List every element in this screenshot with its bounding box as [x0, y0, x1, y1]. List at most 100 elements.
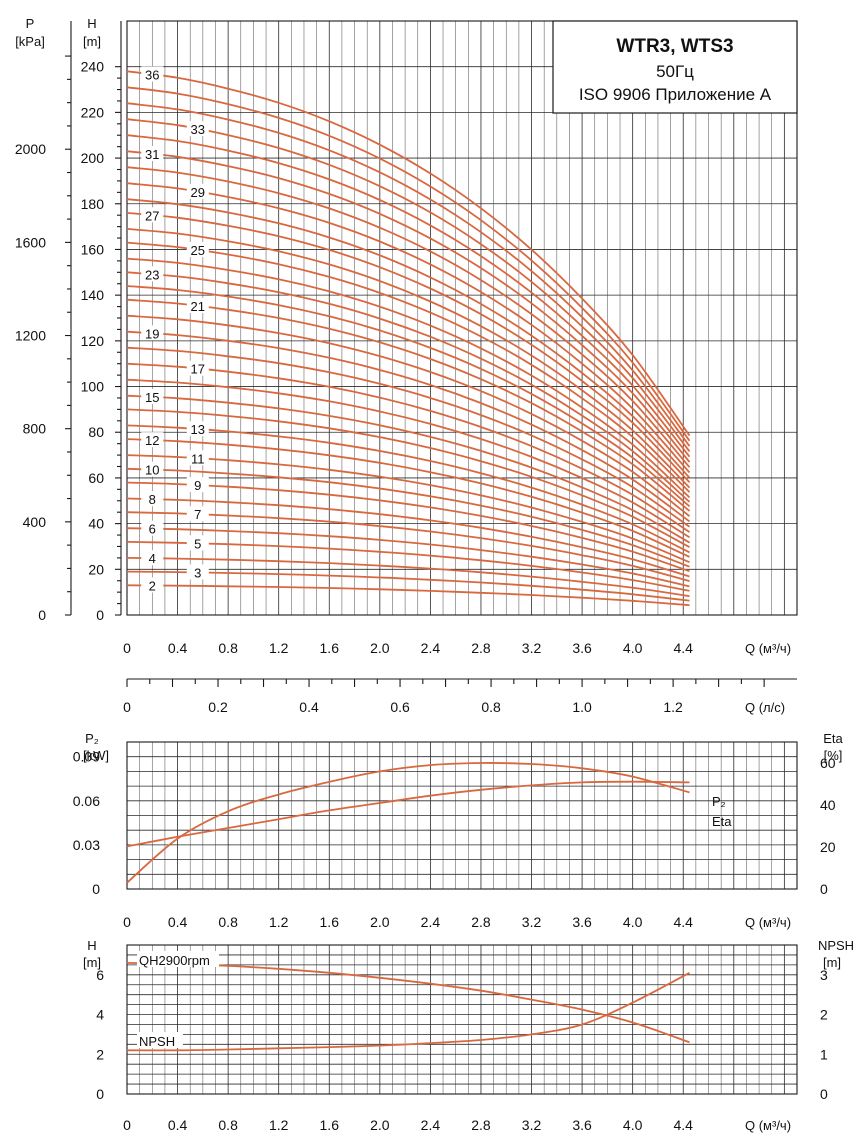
x-tick-label: 2.4	[421, 1117, 441, 1133]
series-label-bg	[137, 1032, 183, 1048]
eta-tick-label: 40	[820, 797, 836, 813]
curve-label-bg	[186, 421, 209, 437]
p-tick-label: 800	[23, 421, 47, 437]
qh-curve-20	[126, 314, 691, 517]
qh-curve-30	[126, 166, 691, 468]
eta-tick-label: 20	[820, 839, 836, 855]
curve-p2	[126, 780, 690, 848]
p-tick-label: 1200	[15, 328, 46, 344]
power-eta-panel: 0 0.03 0.06 0.09 0 20 40 60 P₂ [kW] Eta [%] 0 0.4 0.8 1…	[73, 731, 844, 930]
curve-label-bg	[186, 183, 209, 199]
x-tick-label: 2.0	[370, 1117, 390, 1133]
x-tick-label: 2.8	[471, 640, 491, 656]
h-tick-label: 40	[88, 516, 104, 532]
x-tick-label: 2.0	[370, 914, 390, 930]
ls-tick-label: 0.4	[299, 699, 319, 715]
h-axis-unit: [m]	[83, 34, 101, 49]
x-tick-label: 3.2	[522, 640, 542, 656]
qh-curve-16	[126, 378, 690, 539]
x-tick-label: 0	[123, 914, 131, 930]
qh-curve-13	[126, 424, 690, 554]
qh-curve-24	[126, 257, 691, 499]
chart-standard: ISO 9906 Приложение А	[579, 85, 772, 104]
x-tick-label: 0.8	[218, 640, 238, 656]
qh2900-series-label: QH2900rpm	[139, 953, 210, 968]
curve-label: 5	[194, 536, 201, 551]
qh-curve-23	[126, 271, 691, 503]
x-tick-label: 3.6	[572, 1117, 592, 1133]
plot-frame	[126, 944, 798, 1095]
x-tick-label: 1.6	[320, 640, 340, 656]
qh-curve-6	[126, 527, 690, 588]
curve-label: 29	[191, 185, 205, 200]
h-tick-label: 160	[81, 241, 105, 257]
npsh-tick-label: 0	[820, 1086, 828, 1102]
h-axis-title: H	[87, 938, 96, 953]
qh-curve-3	[126, 570, 690, 602]
p-tick-label: 2000	[15, 141, 46, 157]
p2-tick-label: 0.03	[73, 837, 100, 853]
x-tick-label: 3.6	[572, 914, 592, 930]
x-tick-label: 1.2	[269, 914, 289, 930]
qh-curve-8	[126, 497, 690, 578]
x-tick-label: 1.2	[269, 1117, 289, 1133]
curve-label-bg	[141, 146, 164, 162]
x-tick-label: 0	[123, 640, 131, 656]
curve-label: 36	[145, 68, 159, 83]
curve-label-bg	[186, 298, 209, 314]
eta-axis-unit: [%]	[824, 748, 843, 763]
curve-label-bg	[186, 242, 209, 258]
qh-curve-32	[126, 134, 691, 458]
x-tick-label: 4.4	[673, 914, 693, 930]
p2-axis-unit: [kW]	[83, 748, 109, 763]
p2-series-label: P₂	[712, 794, 726, 809]
qh-curve-18	[126, 346, 691, 528]
ls-tick-label: 0.6	[390, 699, 410, 715]
qh-curve-labels: 36 33 31 29 27 25 23 21 19 17 15 13 12 11 10 9 8 7 6 5 4 3 2	[141, 66, 209, 593]
title-box-frame	[552, 20, 798, 114]
qh-curve-33	[126, 118, 691, 452]
npsh-series-label: NPSH	[139, 1034, 175, 1049]
h-tick-label: 80	[88, 424, 104, 440]
qh-curves	[126, 70, 691, 607]
x-tick-label: 2.4	[421, 640, 441, 656]
curve-qh2900	[126, 962, 690, 1044]
curve-label: 17	[191, 362, 205, 377]
eta-tick-label: 0	[820, 881, 828, 897]
curve-label-bg	[141, 66, 164, 82]
qh-curve-36	[126, 70, 691, 437]
qh-curve-9	[126, 481, 690, 573]
h-tick-label: 60	[88, 470, 104, 486]
curve-label: 19	[145, 326, 159, 341]
p-tick-label: 400	[23, 514, 47, 530]
p-axis-unit: [kPa]	[15, 34, 45, 49]
qh-curve-12	[126, 438, 690, 558]
x-tick-label: 4.4	[673, 1117, 693, 1133]
p-tick-label: 0	[38, 607, 46, 623]
qh-curve-15	[126, 394, 690, 544]
h-tick-label: 0	[96, 607, 104, 623]
curve-eta	[126, 762, 690, 884]
p2-tick-label: 0	[92, 881, 100, 897]
curve-npsh	[126, 972, 690, 1052]
qh-curve-10	[126, 467, 690, 568]
qh-curve-22	[126, 285, 691, 508]
curve-label-bg	[186, 506, 209, 522]
qh-curve-19	[126, 330, 691, 523]
qh-curve-21	[126, 298, 691, 512]
x-tick-label: 4.0	[623, 1117, 643, 1133]
p-axis-title: P	[26, 16, 35, 31]
flow-ls-axis: 0 0.2 0.4 0.6 0.8 1.0 1.2 Q (л/с)	[123, 678, 797, 715]
eta-series-label: Eta	[712, 814, 732, 829]
p2-tick-label: 0.09	[73, 749, 100, 765]
x-tick-label: 4.4	[673, 640, 693, 656]
p2-axis-title: P₂	[85, 731, 99, 746]
curve-label-bg	[141, 461, 164, 477]
chart-title: WTR3, WTS3	[616, 36, 733, 57]
curve-label: 8	[149, 492, 156, 507]
ls-tick-label: 1.2	[663, 699, 683, 715]
curve-label-bg	[186, 564, 209, 580]
x-tick-label: 4.0	[623, 914, 643, 930]
x-tick-label: 0.8	[218, 1117, 238, 1133]
curve-label: 27	[145, 208, 159, 223]
